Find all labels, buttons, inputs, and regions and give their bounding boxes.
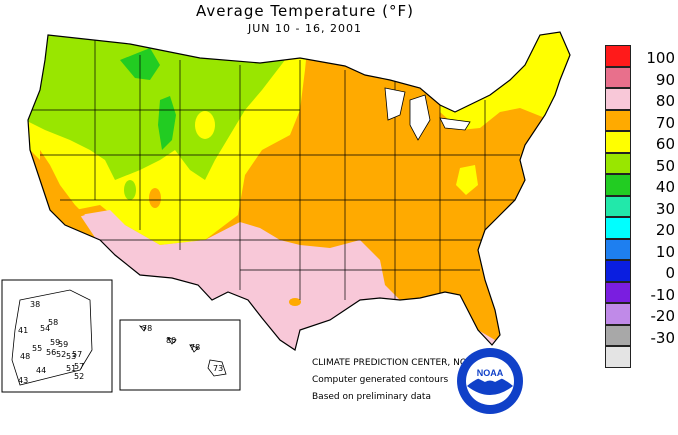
legend-label: 20	[655, 221, 675, 239]
map-subtitle: JUN 10 - 16, 2001	[248, 22, 362, 35]
alaska-outline	[11, 289, 93, 386]
legend-row: 90	[605, 66, 675, 89]
legend-label: 0	[665, 264, 675, 282]
hawaii-inset-frame	[119, 319, 241, 391]
legend-swatch	[605, 346, 631, 368]
legend-swatch	[605, 281, 631, 303]
alaska-station-value: 53	[66, 352, 77, 361]
legend-row: -20	[605, 303, 675, 325]
alaska-station-value: 58	[48, 318, 59, 327]
legend-swatch	[605, 109, 631, 131]
legend-swatch	[605, 303, 631, 325]
alaska-station-value: 52	[74, 372, 85, 381]
legend-row: 70	[605, 109, 675, 132]
noaa-logo-text: NOAA	[477, 368, 504, 378]
legend-row: 50	[605, 152, 675, 175]
legend-row: 20	[605, 217, 675, 239]
legend-swatch	[605, 238, 631, 260]
legend-label: 30	[655, 199, 675, 218]
credit-line2: Based on preliminary data	[312, 392, 431, 402]
legend-swatch	[605, 174, 631, 196]
temperature-legend: 100 90 80 70 60 50 40 30 20 10 0 -10 -20 -30	[605, 45, 675, 368]
legend-row: 100	[605, 45, 675, 67]
alaska-station-value: 59	[50, 338, 61, 347]
zone-50-rockies-spot	[124, 180, 136, 200]
alaska-station-value: 43	[18, 376, 29, 385]
legend-label: 100	[646, 49, 675, 67]
alaska-station-value: 52	[56, 350, 67, 359]
credit-center: CLIMATE PREDICTION CENTER, NOAA	[312, 358, 480, 368]
us-outline	[27, 31, 571, 351]
legend-swatch	[605, 324, 631, 346]
legend-swatch	[605, 195, 631, 217]
great-lakes	[384, 87, 471, 141]
legend-label: 70	[655, 113, 675, 132]
legend-label: -30	[650, 328, 676, 347]
alaska-station-value: 48	[20, 352, 31, 361]
zone-60-plains-spot	[195, 111, 215, 139]
legend-row: 60	[605, 131, 675, 153]
hawaii-station-value: 73	[213, 364, 224, 373]
credit-line1: Computer generated contours	[312, 375, 449, 385]
legend-row	[605, 346, 675, 368]
alaska-station-value: 44	[36, 366, 47, 375]
alaska-station-value: 57	[74, 362, 85, 371]
zone-70-utah-spot	[149, 188, 161, 208]
legend-row: 80	[605, 88, 675, 110]
alaska-station-value: 38	[30, 300, 41, 309]
alaska-station-value: 54	[40, 324, 51, 333]
zone-70-texas-spot	[289, 298, 301, 306]
alaska-station-value: 51	[66, 364, 77, 373]
legend-label: 80	[655, 92, 675, 110]
zone-60-appalachia	[456, 165, 478, 195]
alaska-station-value: 55	[32, 344, 43, 353]
legend-row: -10	[605, 281, 676, 304]
legend-label: -20	[650, 307, 676, 325]
zone-70-california	[40, 150, 85, 220]
noaa-logo: NOAA	[457, 348, 523, 414]
legend-swatch	[605, 217, 631, 239]
hawaii-islands	[138, 325, 227, 377]
legend-swatch	[605, 152, 631, 174]
alaska-station-value: 57	[72, 350, 83, 359]
legend-label: 40	[655, 178, 675, 196]
legend-row: 40	[605, 174, 675, 196]
legend-swatch	[605, 88, 631, 110]
legend-swatch	[605, 45, 631, 67]
alaska-station-value: 59	[58, 340, 69, 349]
legend-row: -30	[605, 324, 676, 347]
legend-row: 0	[605, 260, 675, 282]
legend-swatch	[605, 260, 631, 282]
legend-label: 60	[655, 135, 675, 153]
legend-row: 10	[605, 238, 675, 261]
legend-label: 50	[655, 156, 675, 175]
alaska-station-value: 56	[46, 348, 57, 357]
hawaii-station-value: 78	[142, 324, 153, 333]
legend-label: 10	[655, 242, 675, 261]
legend-label: -10	[650, 285, 676, 304]
hawaii-station-value: 80	[166, 336, 177, 345]
map-title: Average Temperature (°F)	[196, 2, 414, 20]
legend-row: 30	[605, 195, 675, 218]
legend-label: 90	[655, 70, 675, 89]
legend-swatch	[605, 131, 631, 153]
legend-swatch	[605, 66, 631, 88]
hawaii-station-value: 78	[190, 343, 201, 352]
zone-40-yellowstone	[158, 96, 176, 150]
alaska-station-value: 41	[18, 326, 29, 335]
